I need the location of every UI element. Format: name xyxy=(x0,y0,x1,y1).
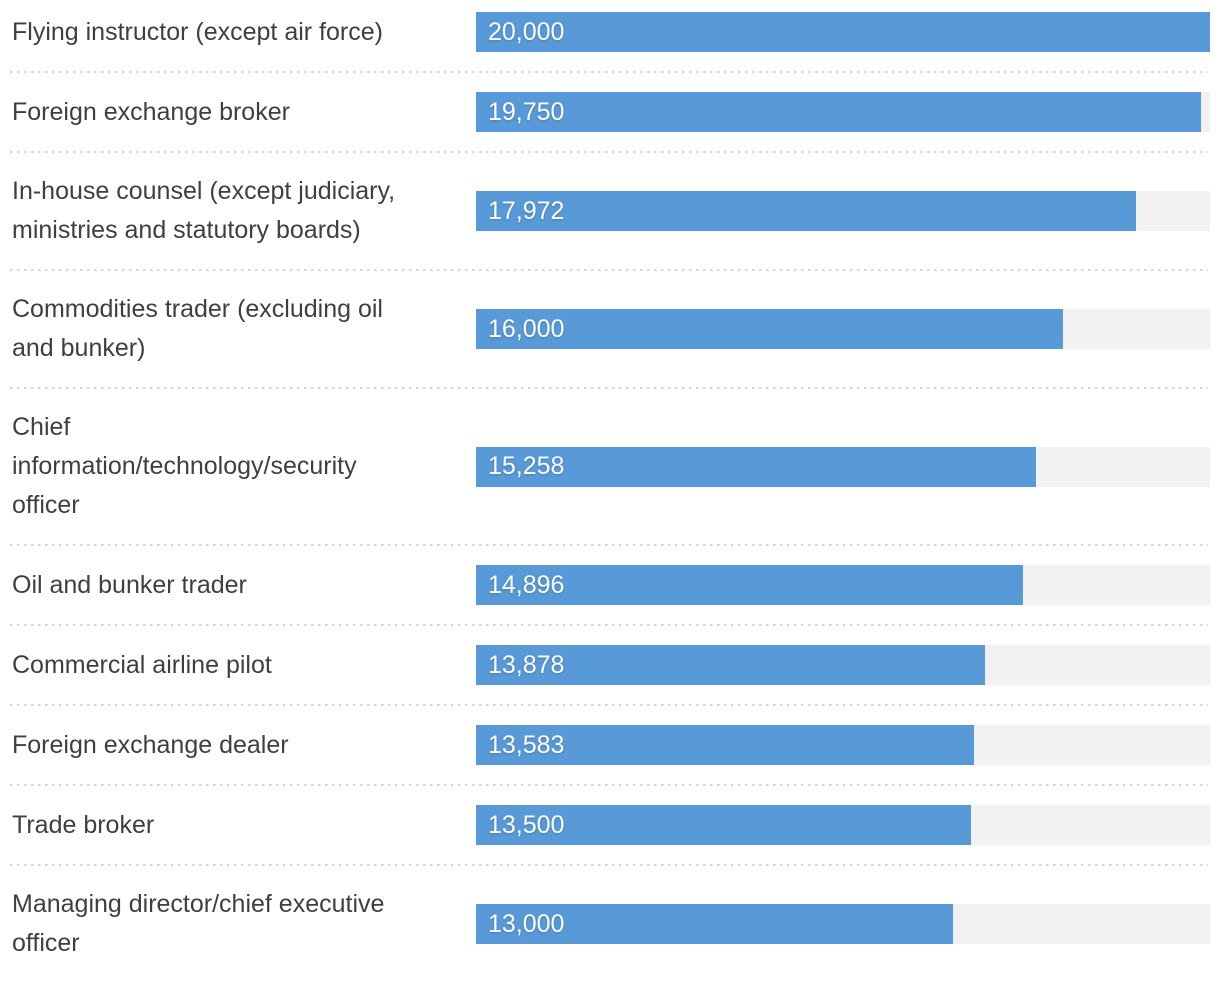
bar-track: 14,896 xyxy=(476,565,1210,605)
bar: 13,878 xyxy=(476,645,986,685)
bar: 20,000 xyxy=(476,12,1210,52)
bar: 19,750 xyxy=(476,92,1201,132)
bar-track: 19,750 xyxy=(476,92,1210,132)
chart-row: Managing director/chief executive office… xyxy=(0,865,1220,989)
bar-value-label: 17,972 xyxy=(488,196,565,225)
category-label: Chief information/technology/security of… xyxy=(12,413,357,519)
bar-value-label: 13,583 xyxy=(488,730,565,759)
chart-row: Foreign exchange broker 19,750 xyxy=(0,72,1220,153)
bar-value-label: 15,258 xyxy=(488,452,565,480)
category-label: Trade broker xyxy=(12,810,155,839)
bar-value-label: 19,750 xyxy=(488,97,565,126)
bar-track: 13,878 xyxy=(476,645,1210,685)
bar-track: 20,000 xyxy=(476,12,1210,52)
chart-row: Trade broker 13,500 xyxy=(0,785,1220,866)
category-label: In-house counsel (except judiciary, mini… xyxy=(12,177,396,244)
bar-value-label: 16,000 xyxy=(488,314,565,343)
chart-row: In-house counsel (except judiciary, mini… xyxy=(0,152,1220,271)
category-label: Commodities trader (excluding oil and bu… xyxy=(12,295,383,362)
bar: 17,972 xyxy=(476,191,1136,231)
bar-value-label: 13,500 xyxy=(488,810,565,839)
bar-track: 13,500 xyxy=(476,805,1210,845)
bar: 16,000 xyxy=(476,309,1064,349)
category-label: Foreign exchange dealer xyxy=(12,730,289,759)
chart-row: Commercial airline pilot 13,878 xyxy=(0,625,1220,706)
bar-track: 15,258 xyxy=(476,446,1210,487)
chart-row: Flying instructor (except air force) 20,0… xyxy=(0,0,1220,73)
bar-track: 13,000 xyxy=(476,904,1210,944)
bar: 15,258 xyxy=(476,446,1036,487)
chart-row: Foreign exchange dealer 13,583 xyxy=(0,705,1220,786)
category-label: Foreign exchange broker xyxy=(12,97,290,126)
category-label: Commercial airline pilot xyxy=(12,650,272,679)
bar: 14,896 xyxy=(476,565,1023,605)
chart-row: Oil and bunker trader 14,896 xyxy=(0,545,1220,626)
category-label: Managing director/chief executive office… xyxy=(12,890,385,957)
bar: 13,500 xyxy=(476,805,972,845)
bar: 13,000 xyxy=(476,904,954,944)
chart-row: Chief information/technology/security of… xyxy=(0,388,1220,546)
bar-value-label: 14,896 xyxy=(488,570,565,599)
bar-track: 16,000 xyxy=(476,309,1210,349)
category-label: Flying instructor (except air force) xyxy=(12,17,383,46)
bar-track: 13,583 xyxy=(476,725,1210,765)
chart-row: Commodities trader (excluding oil and bu… xyxy=(0,270,1220,389)
bar-track: 17,972 xyxy=(476,191,1210,231)
bar-value-label: 13,878 xyxy=(488,650,565,679)
bar-value-label: 20,000 xyxy=(488,17,565,46)
bar: 13,583 xyxy=(476,725,975,765)
category-label: Oil and bunker trader xyxy=(12,570,247,599)
bar-value-label: 13,000 xyxy=(488,909,565,938)
